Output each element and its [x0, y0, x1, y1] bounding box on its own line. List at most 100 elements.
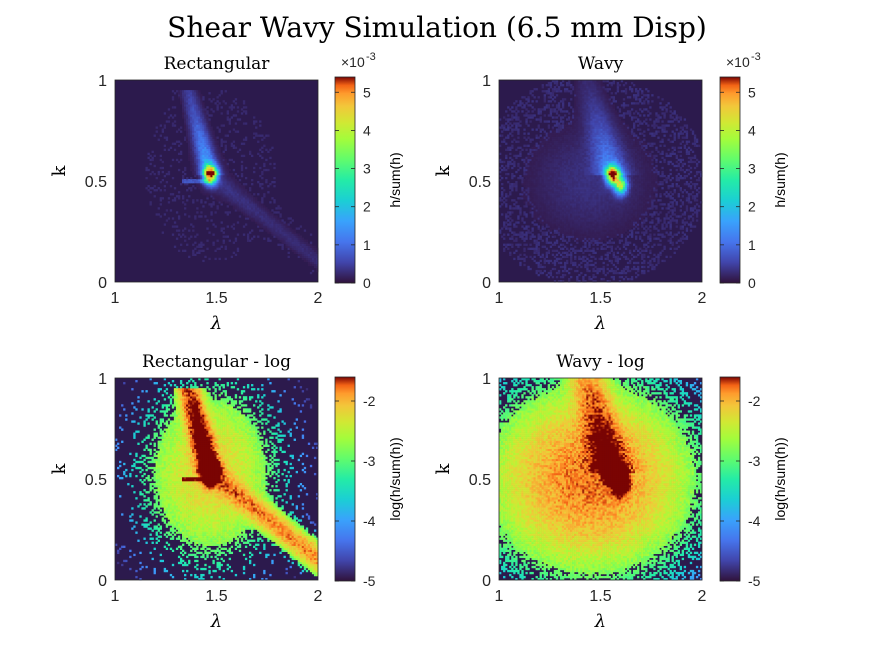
heatmap-cell — [594, 157, 596, 159]
heatmap-cell — [578, 197, 580, 199]
heatmap-cell — [536, 185, 538, 187]
heatmap-cell — [546, 232, 548, 234]
heatmap-cell — [536, 244, 538, 246]
heatmap-cell — [296, 246, 298, 248]
heatmap-cell — [253, 203, 255, 205]
heatmap-cell — [172, 143, 174, 145]
heatmap-cell — [590, 143, 592, 145]
heatmap-cell — [210, 181, 212, 183]
heatmap-cell — [560, 157, 562, 159]
heatmap-cell — [588, 232, 590, 234]
heatmap-cell — [576, 223, 578, 225]
heatmap-cell — [296, 244, 298, 246]
heatmap-cell — [202, 145, 204, 147]
heatmap-cell — [206, 248, 208, 250]
heatmap-cell — [219, 181, 221, 183]
heatmap-cell — [253, 137, 255, 139]
heatmap-cell — [594, 173, 596, 175]
heatmap-cell — [196, 122, 198, 124]
heatmap-cell — [558, 262, 560, 264]
heatmap-cell — [243, 155, 245, 157]
heatmap-cell — [186, 141, 188, 143]
heatmap-cell — [204, 215, 206, 217]
heatmap-cell — [265, 221, 267, 223]
heatmap-cell — [542, 151, 544, 153]
heatmap-cell — [590, 118, 592, 120]
heatmap-cell — [554, 149, 556, 151]
heatmap-cell — [564, 143, 566, 145]
heatmap-cell — [580, 139, 582, 141]
heatmap-cell — [534, 149, 536, 151]
heatmap-cell — [208, 149, 210, 151]
heatmap-cell — [200, 122, 202, 124]
heatmap-cell — [592, 191, 594, 193]
heatmap-cell — [190, 92, 192, 94]
heatmap-cell — [290, 242, 292, 244]
heatmap-cell — [580, 215, 582, 217]
heatmap-cell — [184, 112, 186, 114]
heatmap-cell — [227, 116, 229, 118]
heatmap-cell — [592, 128, 594, 130]
heatmap-cell — [601, 229, 603, 231]
heatmap-cell — [546, 139, 548, 141]
heatmap-cell — [174, 92, 176, 94]
heatmap-cell — [594, 84, 596, 86]
heatmap-cell — [182, 100, 184, 102]
heatmap-cell — [288, 248, 290, 250]
heatmap-cell — [221, 181, 223, 183]
heatmap-cell — [212, 98, 214, 100]
heatmap-cell — [275, 225, 277, 227]
heatmap-cell — [564, 189, 566, 191]
heatmap-cell — [598, 90, 600, 92]
heatmap-cell — [552, 153, 554, 155]
heatmap-cell — [596, 145, 598, 147]
heatmap-cell — [294, 236, 296, 238]
heatmap-cell — [552, 137, 554, 139]
heatmap-cell — [592, 92, 594, 94]
heatmap-cell — [208, 151, 210, 153]
heatmap-cell — [558, 209, 560, 211]
heatmap-cell — [594, 227, 596, 229]
heatmap-cell — [552, 187, 554, 189]
colorbar-tick-label: 1 — [363, 237, 371, 253]
heatmap-cell — [568, 135, 570, 137]
heatmap-cell — [269, 213, 271, 215]
heatmap-cell — [538, 209, 540, 211]
heatmap-cell — [580, 221, 582, 223]
heatmap-cell — [596, 112, 598, 114]
heatmap-cell — [519, 175, 521, 177]
heatmap-cell — [550, 187, 552, 189]
heatmap-cell — [184, 124, 186, 126]
heatmap-cell — [204, 175, 206, 177]
heatmap-cell — [523, 254, 525, 256]
heatmap-cell — [566, 213, 568, 215]
heatmap-cell — [217, 155, 219, 157]
heatmap-cell — [548, 209, 550, 211]
heatmap-cell — [572, 179, 574, 181]
heatmap-cell — [586, 238, 588, 240]
heatmap-cell — [590, 116, 592, 118]
heatmap-cell — [208, 185, 210, 187]
heatmap-cell — [255, 199, 257, 201]
heatmap-cell — [273, 232, 275, 234]
heatmap-cell — [582, 167, 584, 169]
heatmap-cell — [184, 104, 186, 106]
heatmap-cell — [214, 102, 216, 104]
heatmap-cell — [192, 106, 194, 108]
heatmap-cell — [210, 167, 212, 169]
heatmap-cell — [196, 118, 198, 120]
heatmap-cell — [588, 155, 590, 157]
heatmap-cell — [194, 153, 196, 155]
heatmap-cell — [237, 185, 239, 187]
heatmap-cell — [204, 191, 206, 193]
heatmap-cell — [204, 139, 206, 141]
heatmap-cell — [574, 143, 576, 145]
heatmap-cell — [596, 88, 598, 90]
heatmap-cell — [156, 177, 158, 179]
heatmap-cell — [576, 270, 578, 272]
heatmap-cell — [154, 195, 156, 197]
heatmap-cell — [531, 205, 533, 207]
heatmap-cell — [560, 147, 562, 149]
heatmap-cell — [200, 100, 202, 102]
heatmap-cell — [202, 139, 204, 141]
